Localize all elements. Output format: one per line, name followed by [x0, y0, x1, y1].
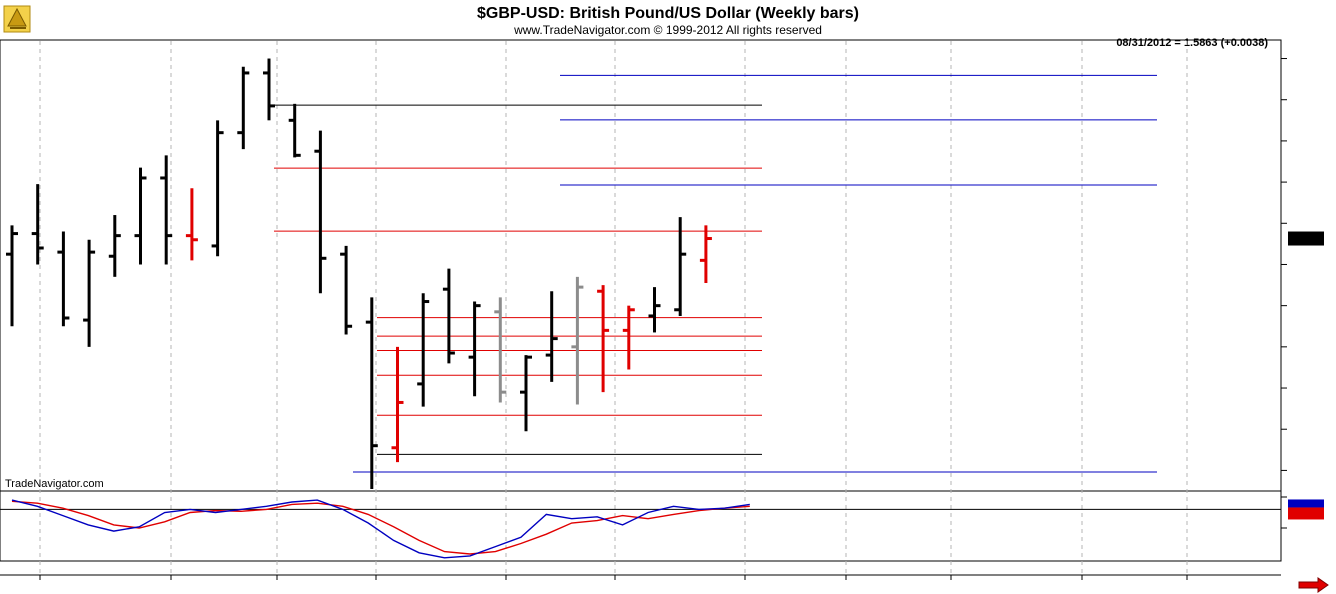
scroll-right-arrow-icon[interactable]	[1298, 577, 1329, 593]
trade-navigator-logo-icon	[3, 5, 31, 33]
stoch-d-value-box	[1288, 507, 1324, 520]
ohlc-bar	[520, 355, 532, 432]
ohlc-bar	[108, 215, 121, 277]
ohlc-bar	[674, 217, 687, 316]
ohlc-bar	[237, 66, 250, 150]
price-levels	[274, 74, 1157, 473]
copyright-notice: www.TradeNavigator.com © 1999-2012 All r…	[513, 23, 822, 37]
ohlc-bar	[83, 239, 96, 347]
ohlc-bar	[185, 188, 198, 261]
ohlc-bar	[468, 301, 481, 397]
last-price-box	[1288, 231, 1324, 246]
ohlc-bar	[6, 225, 18, 327]
ohlc-bar	[699, 225, 712, 284]
x-axis-labels	[39, 575, 1188, 580]
ohlc-bar	[391, 346, 404, 463]
ohlc-bar	[31, 184, 44, 265]
ohlc-bar	[288, 103, 301, 158]
ohlc-bar	[57, 231, 70, 327]
ohlc-bar	[160, 155, 173, 265]
stoch-k-value-box	[1288, 499, 1324, 508]
ohlc-bar	[211, 120, 224, 257]
ohlc-bar	[597, 285, 610, 393]
ohlc-bar	[417, 293, 430, 407]
ohlc-bar	[648, 287, 661, 333]
stoch-k-line	[11, 499, 750, 559]
ohlc-bar	[134, 167, 147, 265]
ohlc-bar	[314, 130, 327, 294]
last-quote: 08/31/2012 = 1.5863 (+0.0038)	[1116, 37, 1268, 49]
ohlc-bar	[494, 297, 507, 403]
price-bars	[6, 58, 712, 489]
vertical-gridlines	[39, 41, 1188, 574]
ohlc-bar	[263, 58, 275, 121]
watermark-text: TradeNavigator.com	[5, 478, 104, 490]
ohlc-bar	[545, 291, 558, 382]
ohlc-bar	[365, 297, 378, 489]
indicator-panel-frame	[0, 490, 1282, 562]
ohlc-bar	[571, 276, 584, 405]
chart-title: $GBP-USD: British Pound/US Dollar (Weekl…	[477, 5, 859, 22]
price-y-axis	[1281, 58, 1324, 471]
ohlc-bar	[442, 268, 455, 364]
stochastic-panel	[0, 496, 1324, 559]
ohlc-bar	[340, 245, 353, 335]
ohlc-bar	[622, 305, 635, 370]
